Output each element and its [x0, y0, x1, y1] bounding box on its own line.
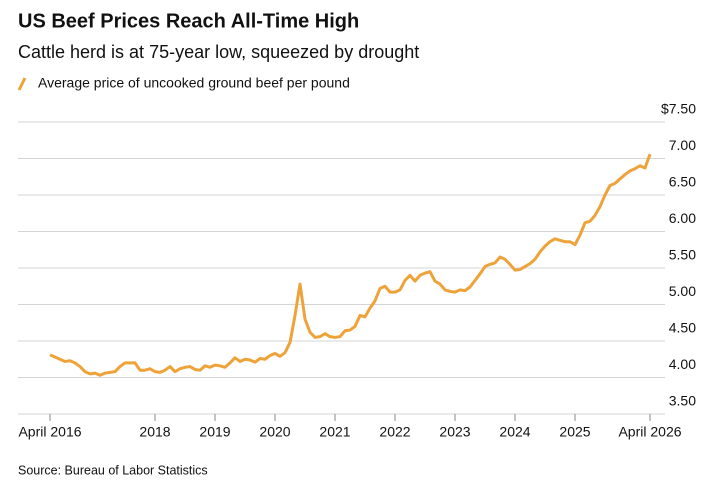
x-tick-label: 2018 [139, 424, 170, 440]
x-tick-label: 2022 [379, 424, 410, 440]
x-tick-label: April 2016 [18, 424, 81, 440]
x-tick-label: 2020 [259, 424, 290, 440]
chart-title: US Beef Prices Reach All-Time High [18, 10, 359, 32]
y-tick-label: 6.00 [669, 210, 696, 226]
y-tick-label: 5.00 [669, 283, 696, 299]
x-tick-label: 2023 [439, 424, 470, 440]
y-tick-label: $7.50 [661, 101, 696, 117]
y-tick-label: 3.50 [669, 393, 696, 409]
y-tick-label: 4.50 [669, 320, 696, 336]
y-tick-label: 6.50 [669, 174, 696, 190]
x-tick-label: 2019 [199, 424, 230, 440]
legend-label: Average price of uncooked ground beef pe… [38, 75, 350, 91]
x-tick-label: April 2026 [618, 424, 681, 440]
legend-swatch [17, 77, 27, 91]
source: Source: Bureau of Labor Statistics [18, 463, 208, 477]
chart-subtitle: Cattle herd is at 75-year low, squeezed … [18, 42, 419, 62]
y-tick-label: 7.00 [669, 137, 696, 153]
x-tick-label: 2021 [319, 424, 350, 440]
y-tick-label: 5.50 [669, 247, 696, 263]
x-tick-label: 2024 [499, 424, 530, 440]
y-tick-label: 4.00 [669, 356, 696, 372]
x-tick-label: 2025 [559, 424, 590, 440]
line [49, 153, 652, 377]
